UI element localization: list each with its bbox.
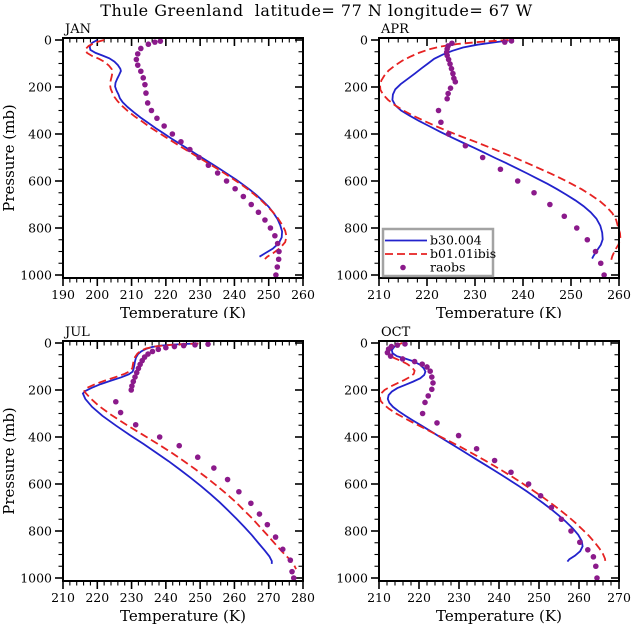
plot-frame (378, 340, 620, 582)
series-b01.01ibis (83, 342, 297, 570)
x-tick-label: 230 (188, 287, 212, 302)
y-tick-label: 600 (28, 477, 52, 492)
x-tick-label: 220 (154, 287, 178, 302)
x-tick-label: 260 (567, 590, 591, 605)
x-tick-label: 250 (527, 590, 551, 605)
y-tick-label: 1000 (336, 268, 368, 283)
x-axis-title: Temperature (K) (120, 607, 246, 625)
y-tick-label: 1000 (20, 571, 52, 586)
x-tick-label: 230 (463, 287, 487, 302)
series-b01.01ibis (84, 39, 288, 260)
x-tick-label: 280 (291, 590, 315, 605)
x-tick-label: 210 (367, 590, 391, 605)
series-b30.004 (391, 39, 604, 260)
panel-apr: 210 220 230 240 250 260 0 200 400 600 800 1000 APR Te… (316, 17, 633, 318)
panel-jul: 210 220 230 240 250 260 270 280 0 200 400 600 800 100… (0, 320, 316, 629)
y-tick-label: 1000 (336, 571, 368, 586)
y-tick-label: 400 (344, 127, 368, 142)
x-tick-label: 270 (257, 590, 281, 605)
x-tick-label: 240 (222, 287, 246, 302)
x-tick-label: 200 (85, 287, 109, 302)
series-b30.004 (81, 342, 273, 564)
x-tick-label: 210 (120, 287, 144, 302)
y-tick-label: 600 (344, 174, 368, 189)
series-raobs (133, 38, 282, 278)
y-axis-title: Pressure (mb) (0, 407, 18, 515)
y-tick-label: 400 (28, 127, 52, 142)
x-tick-label: 230 (447, 590, 471, 605)
x-tick-label: 240 (511, 287, 535, 302)
x-tick-label: 220 (85, 590, 109, 605)
axes: 210 220 230 240 250 260 270 0 200 400 600 800 1000 (336, 336, 631, 606)
month-label: APR (380, 22, 410, 37)
y-tick-label: 0 (44, 336, 52, 351)
legend-label: b30.004 (430, 233, 482, 248)
x-tick-label: 260 (222, 590, 246, 605)
series-raobs (113, 341, 297, 581)
y-tick-label: 1000 (20, 268, 52, 283)
y-tick-label: 800 (344, 524, 368, 539)
x-tick-label: 210 (51, 590, 75, 605)
month-label: OCT (381, 325, 411, 340)
y-tick-label: 0 (44, 33, 52, 48)
series-b30.004 (386, 342, 584, 563)
x-tick-label: 250 (257, 287, 281, 302)
y-tick-label: 200 (28, 383, 52, 398)
y-tick-label: 600 (28, 174, 52, 189)
y-tick-label: 400 (28, 430, 52, 445)
y-tick-label: 800 (28, 221, 52, 236)
x-tick-label: 270 (607, 590, 631, 605)
y-tick-label: 200 (344, 383, 368, 398)
y-tick-label: 200 (344, 80, 368, 95)
legend-marker-raobs (400, 264, 406, 271)
series-raobs (435, 38, 607, 278)
x-axis-title: Temperature (K) (120, 304, 246, 318)
axes: 190 200 210 220 230 240 250 260 0 200 400 600 800 100… (20, 33, 315, 303)
x-tick-label: 250 (559, 287, 583, 302)
x-tick-label: 220 (415, 287, 439, 302)
month-label: JAN (63, 22, 91, 37)
y-tick-label: 800 (28, 524, 52, 539)
x-axis-title: Temperature (K) (436, 607, 562, 625)
y-tick-label: 200 (28, 80, 52, 95)
month-label: JUL (63, 325, 90, 340)
x-tick-label: 250 (188, 590, 212, 605)
x-tick-label: 190 (51, 287, 75, 302)
legend-label: b01.01ibis (430, 246, 496, 261)
axes: 210 220 230 240 250 260 270 280 0 200 400 600 800 100… (20, 336, 315, 606)
plot-frame (62, 37, 304, 279)
series-raobs (384, 341, 600, 581)
y-tick-label: 600 (344, 477, 368, 492)
y-tick-label: 0 (360, 336, 368, 351)
plot-frame (62, 340, 304, 582)
x-axis-title: Temperature (K) (436, 304, 562, 318)
x-tick-label: 260 (607, 287, 631, 302)
x-tick-label: 240 (154, 590, 178, 605)
y-tick-label: 800 (344, 221, 368, 236)
figure-title: Thule Greenland latitude= 77 N longitude… (100, 1, 533, 20)
x-tick-label: 210 (367, 287, 391, 302)
panel-oct: 210 220 230 240 250 260 270 0 200 400 600 800 1000 OC… (316, 320, 633, 629)
x-tick-label: 240 (487, 590, 511, 605)
x-tick-label: 260 (291, 287, 315, 302)
plot-frame (378, 37, 620, 279)
legend-label: raobs (430, 260, 465, 275)
y-axis-title: Pressure (mb) (0, 104, 18, 212)
x-tick-label: 230 (120, 590, 144, 605)
x-tick-label: 220 (407, 590, 431, 605)
y-tick-label: 400 (344, 430, 368, 445)
series-b01.01ibis (379, 39, 622, 260)
series-b30.004 (88, 39, 284, 258)
panel-jan: 190 200 210 220 230 240 250 260 0 200 400 600 800 100… (0, 17, 316, 318)
y-tick-label: 0 (360, 33, 368, 48)
